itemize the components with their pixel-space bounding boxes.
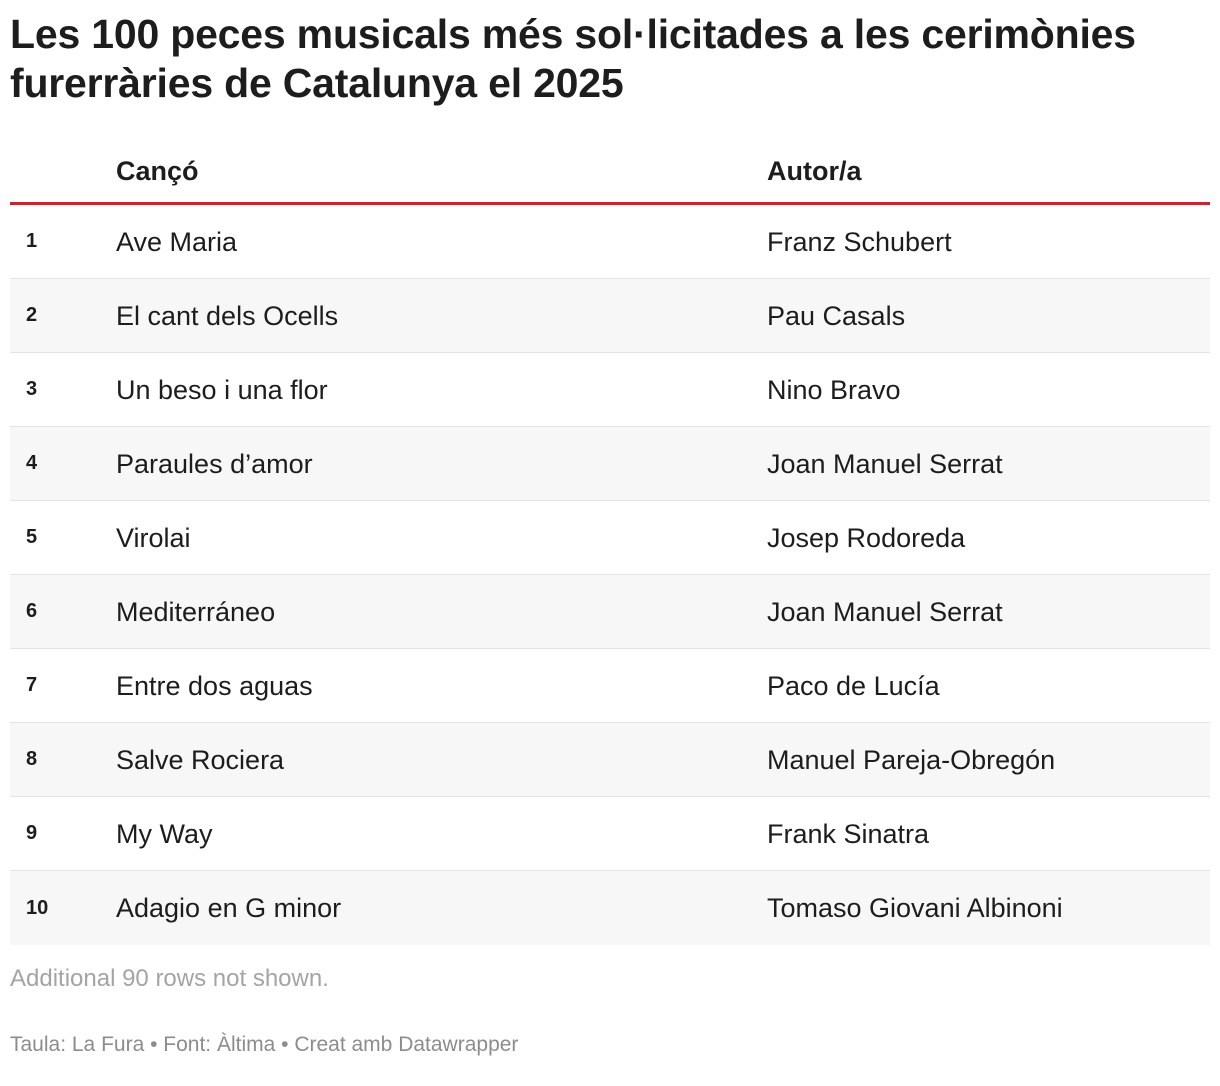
rank-cell: 6 xyxy=(26,600,38,622)
author-cell: Paco de Lucía xyxy=(767,670,940,701)
table-row: 8 Salve Rociera Manuel Pareja-Obregón xyxy=(10,723,1210,797)
author-cell: Manuel Pareja-Obregón xyxy=(767,744,1056,775)
author-cell: Joan Manuel Serrat xyxy=(767,596,1003,627)
rank-cell: 2 xyxy=(26,304,38,326)
author-cell: Pau Casals xyxy=(767,300,906,331)
rank-cell: 3 xyxy=(26,378,38,400)
author-cell: Franz Schubert xyxy=(767,226,952,257)
column-header-rank[interactable] xyxy=(10,188,116,202)
rank-cell: 8 xyxy=(26,748,38,770)
rank-cell: 1 xyxy=(26,230,38,252)
song-cell: Adagio en G minor xyxy=(116,893,342,923)
song-cell: Ave Maria xyxy=(116,226,238,257)
author-cell: Joan Manuel Serrat xyxy=(767,448,1003,479)
table-row: 9 My Way Frank Sinatra xyxy=(10,797,1210,871)
rank-cell: 4 xyxy=(26,452,38,474)
song-cell: My Way xyxy=(116,818,213,849)
table-row: 2 El cant dels Ocells Pau Casals xyxy=(10,279,1210,353)
table-row: 1 Ave Maria Franz Schubert xyxy=(10,205,1210,279)
table-row: 3 Un beso i una flor Nino Bravo xyxy=(10,353,1210,427)
song-cell: Un beso i una flor xyxy=(116,374,328,405)
table-header: Cançó Autor/a xyxy=(10,150,1210,205)
source-footer: Taula: La Fura • Font: Àltima • Creat am… xyxy=(10,1033,519,1056)
table-row: 4 Paraules d’amor Joan Manuel Serrat xyxy=(10,427,1210,501)
song-cell: El cant dels Ocells xyxy=(116,300,339,331)
author-cell: Frank Sinatra xyxy=(767,818,930,849)
author-cell: Tomaso Giovani Albinoni xyxy=(767,893,1063,923)
chart-container: Les 100 peces musicals més sol·licitades… xyxy=(10,0,1210,1057)
rows-not-shown-note: Additional 90 rows not shown. xyxy=(10,965,329,992)
author-cell: Josep Rodoreda xyxy=(767,522,966,553)
page-title: Les 100 peces musicals més sol·licitades… xyxy=(10,11,1136,106)
column-header-song[interactable]: Cançó xyxy=(116,156,199,186)
song-cell: Virolai xyxy=(116,522,191,553)
table-row: 5 Virolai Josep Rodoreda xyxy=(10,501,1210,575)
song-cell: Salve Rociera xyxy=(116,744,285,775)
rank-cell: 5 xyxy=(26,526,38,548)
rank-cell: 9 xyxy=(26,822,38,844)
song-cell: Mediterráneo xyxy=(116,596,276,627)
table-row: 6 Mediterráneo Joan Manuel Serrat xyxy=(10,575,1210,649)
song-cell: Entre dos aguas xyxy=(116,670,313,701)
data-table: Cançó Autor/a 1 Ave Maria Franz Schubert… xyxy=(10,150,1210,945)
author-cell: Nino Bravo xyxy=(767,374,901,405)
table-row: 7 Entre dos aguas Paco de Lucía xyxy=(10,649,1210,723)
table-row: 10 Adagio en G minor Tomaso Giovani Albi… xyxy=(10,871,1210,945)
rank-cell: 7 xyxy=(26,674,38,696)
song-cell: Paraules d’amor xyxy=(116,448,313,479)
rank-cell: 10 xyxy=(26,896,49,919)
column-header-author[interactable]: Autor/a xyxy=(767,156,862,186)
